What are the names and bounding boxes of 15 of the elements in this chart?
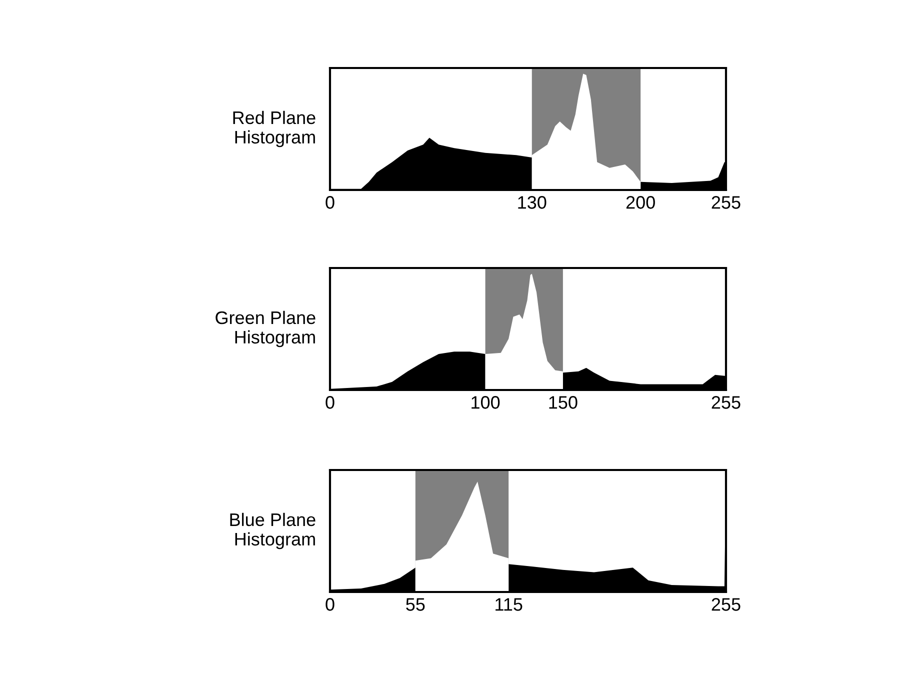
x-tick-label: 255	[712, 196, 740, 209]
x-tick-label: 150	[549, 396, 578, 409]
x-tick-label: 200	[626, 196, 655, 209]
x-tick-label: 0	[326, 598, 334, 611]
y-axis-title: Green Plane Histogram	[216, 310, 316, 348]
x-tick-label: 0	[326, 196, 334, 209]
y-axis-title: Blue Plane Histogram	[230, 512, 316, 550]
x-tick-label: 255	[712, 396, 740, 409]
x-tick-label: 0	[326, 396, 334, 409]
x-tick-label: 115	[496, 598, 522, 611]
x-tick-label: 130	[518, 196, 546, 209]
x-tick-label: 100	[472, 396, 500, 409]
x-tick-label: 255	[712, 598, 740, 611]
x-tick-label: 55	[406, 598, 425, 611]
y-axis-title: Red Plane Histogram	[233, 110, 316, 148]
